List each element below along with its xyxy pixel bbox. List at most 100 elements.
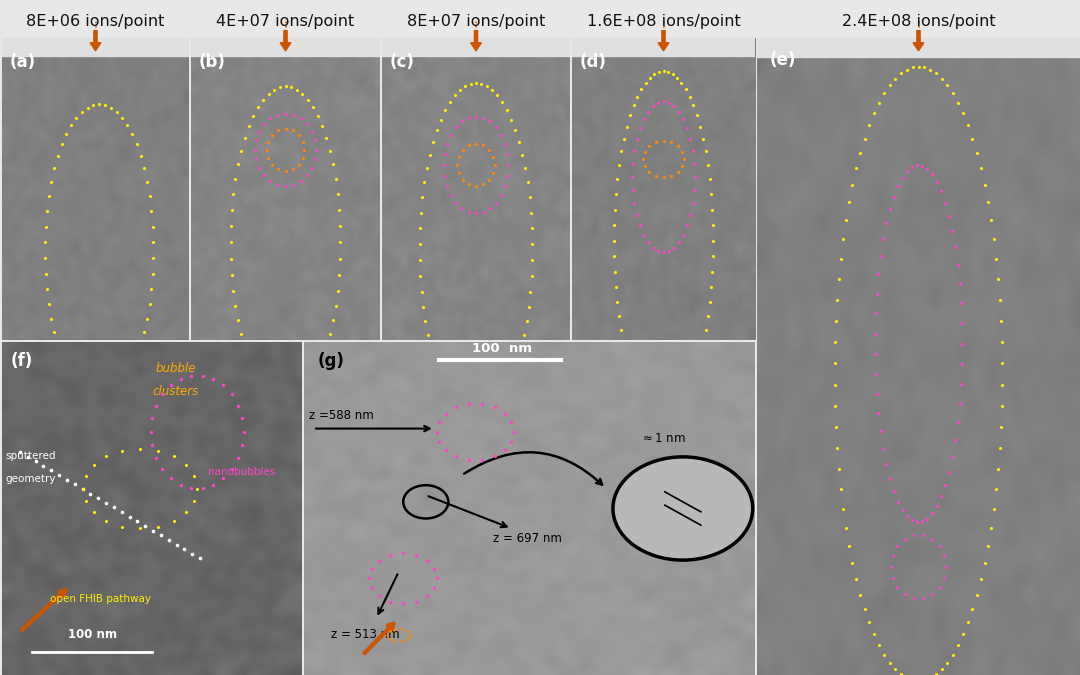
Point: [138, 177, 156, 188]
Point: [523, 207, 540, 218]
Point: [684, 197, 701, 208]
Point: [492, 130, 510, 140]
Point: [51, 470, 68, 481]
Point: [669, 72, 686, 83]
Point: [370, 591, 388, 601]
Point: [468, 208, 485, 219]
Point: [321, 329, 338, 340]
Point: [881, 204, 899, 215]
Point: [936, 480, 954, 491]
Point: [276, 181, 294, 192]
Point: [866, 348, 883, 359]
Point: [681, 209, 699, 220]
Point: [460, 399, 477, 410]
Point: [994, 379, 1011, 390]
Point: [437, 445, 455, 456]
Point: [468, 138, 485, 149]
Point: [438, 180, 456, 191]
Point: [637, 77, 654, 88]
Point: [153, 464, 171, 475]
Point: [309, 363, 326, 374]
Point: [165, 516, 183, 526]
Point: [422, 343, 440, 354]
Point: [132, 340, 149, 350]
Point: [654, 247, 672, 258]
Point: [487, 122, 504, 132]
Point: [474, 112, 491, 123]
Point: [899, 673, 916, 675]
Point: [673, 394, 690, 404]
Point: [381, 634, 399, 645]
Point: [855, 604, 873, 615]
Point: [186, 470, 203, 481]
Point: [959, 120, 976, 131]
Point: [224, 269, 241, 280]
Point: [400, 626, 417, 637]
Point: [260, 88, 278, 99]
Point: [152, 530, 170, 541]
Point: [361, 573, 378, 584]
Point: [619, 350, 636, 360]
Point: [494, 97, 511, 107]
Point: [485, 151, 502, 162]
Point: [276, 124, 294, 134]
Point: [240, 353, 257, 364]
Point: [233, 440, 251, 451]
Point: [381, 596, 399, 607]
Point: [229, 315, 246, 326]
Point: [450, 151, 468, 162]
Point: [108, 383, 125, 394]
Point: [63, 370, 80, 381]
Point: [896, 589, 914, 599]
Point: [928, 176, 945, 187]
Point: [669, 398, 686, 409]
Point: [644, 242, 661, 253]
Point: [481, 174, 498, 185]
Point: [502, 114, 519, 125]
Point: [468, 181, 485, 192]
Point: [989, 273, 1007, 284]
Point: [915, 530, 932, 541]
Point: [685, 100, 702, 111]
Point: [899, 511, 916, 522]
Point: [77, 495, 94, 506]
Point: [98, 451, 116, 462]
Point: [276, 81, 294, 92]
Point: [881, 473, 899, 484]
Point: [831, 273, 848, 284]
Point: [827, 422, 845, 433]
Point: [686, 171, 703, 182]
Point: [77, 470, 94, 481]
Point: [172, 373, 189, 384]
Point: [417, 316, 434, 327]
Point: [486, 402, 503, 413]
Point: [147, 400, 164, 411]
Point: [993, 422, 1010, 433]
Point: [484, 85, 501, 96]
Point: [332, 237, 349, 248]
Text: sputtered: sputtered: [5, 450, 55, 460]
Text: clusters: clusters: [153, 385, 199, 398]
Point: [295, 136, 312, 147]
Point: [606, 267, 623, 277]
Point: [650, 67, 667, 78]
Point: [135, 327, 152, 338]
Point: [251, 126, 268, 137]
Point: [887, 664, 904, 674]
Point: [462, 79, 480, 90]
Point: [640, 140, 658, 151]
Text: nanobubbles: nanobubbles: [208, 467, 275, 477]
Point: [640, 166, 658, 177]
Point: [215, 380, 232, 391]
Point: [259, 153, 276, 163]
Point: [165, 451, 183, 462]
Point: [438, 385, 456, 396]
Point: [435, 159, 453, 170]
Point: [703, 204, 720, 215]
Point: [418, 556, 435, 566]
Point: [904, 62, 921, 73]
Point: [230, 453, 247, 464]
Point: [492, 190, 510, 200]
Point: [928, 669, 945, 675]
Point: [91, 99, 108, 110]
